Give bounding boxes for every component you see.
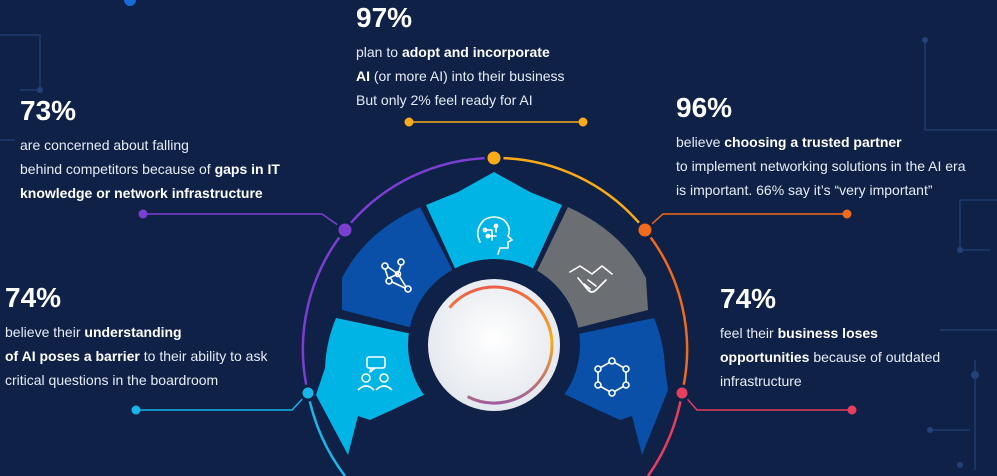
stat-right-upper-percent: 96% bbox=[676, 92, 733, 123]
network-nodes-icon bbox=[381, 258, 412, 293]
stat-right-lower-line-1: feel their business loses bbox=[720, 325, 878, 341]
stat-left-lower-line-2: of AI poses a barrier to their ability t… bbox=[5, 348, 268, 364]
brain-circuit-icon bbox=[476, 216, 513, 255]
stat-right-lower-line-2: opportunities because of outdated bbox=[720, 349, 941, 365]
arc-purple-lower bbox=[301, 229, 346, 394]
stat-top: 97% plan to adopt and incorporate AI (or… bbox=[356, 2, 565, 112]
stat-right-upper-line-3: is important. 66% say it’s “very importa… bbox=[676, 182, 933, 198]
stat-left-upper: 73% are concerned about falling behind c… bbox=[20, 95, 280, 205]
background-dots bbox=[37, 37, 979, 468]
corner-dot bbox=[124, 0, 136, 6]
stat-top-line-1: plan to adopt and incorporate bbox=[356, 44, 550, 60]
segment-top bbox=[426, 172, 562, 275]
segment-left-lower bbox=[316, 318, 430, 455]
connector-dots bbox=[131, 117, 857, 415]
people-chat-icon bbox=[357, 356, 393, 391]
stat-right-lower-line-3: infrastructure bbox=[720, 373, 802, 389]
arc-node-dots bbox=[299, 148, 691, 402]
stat-left-lower: 74% believe their understanding of AI po… bbox=[5, 282, 267, 392]
stat-left-upper-line-2: behind competitors because of gaps in IT bbox=[20, 161, 280, 177]
stat-left-lower-percent: 74% bbox=[5, 282, 62, 313]
stat-left-upper-percent: 73% bbox=[20, 95, 77, 126]
hexagon-network-icon bbox=[594, 357, 630, 397]
arc-orange bbox=[644, 229, 689, 394]
handshake-icon bbox=[569, 265, 613, 293]
arc-purple-upper bbox=[344, 156, 495, 231]
stat-left-lower-line-1: believe their understanding bbox=[5, 324, 182, 340]
stat-top-percent: 97% bbox=[356, 2, 413, 33]
stat-top-line-3: But only 2% feel ready for AI bbox=[356, 92, 533, 108]
segment-right-lower bbox=[560, 318, 668, 455]
stat-left-upper-line-3: knowledge or network infrastructure bbox=[20, 185, 263, 201]
stat-right-upper-line-2: to implement networking solutions in the… bbox=[676, 158, 966, 174]
stat-right-upper-line-1: believe choosing a trusted partner bbox=[676, 134, 902, 150]
stat-left-lower-line-3: critical questions in the boardroom bbox=[5, 372, 219, 388]
stat-left-upper-line-1: are concerned about falling bbox=[20, 137, 189, 153]
stat-right-lower: 74% feel their business loses opportunit… bbox=[720, 283, 940, 393]
stat-top-line-2: AI (or more AI) into their business bbox=[356, 68, 565, 84]
stat-right-upper: 96% believe choosing a trusted partner t… bbox=[676, 92, 966, 202]
arc-yellow bbox=[493, 156, 646, 231]
stat-right-lower-percent: 74% bbox=[720, 283, 777, 314]
central-hub bbox=[428, 279, 560, 411]
